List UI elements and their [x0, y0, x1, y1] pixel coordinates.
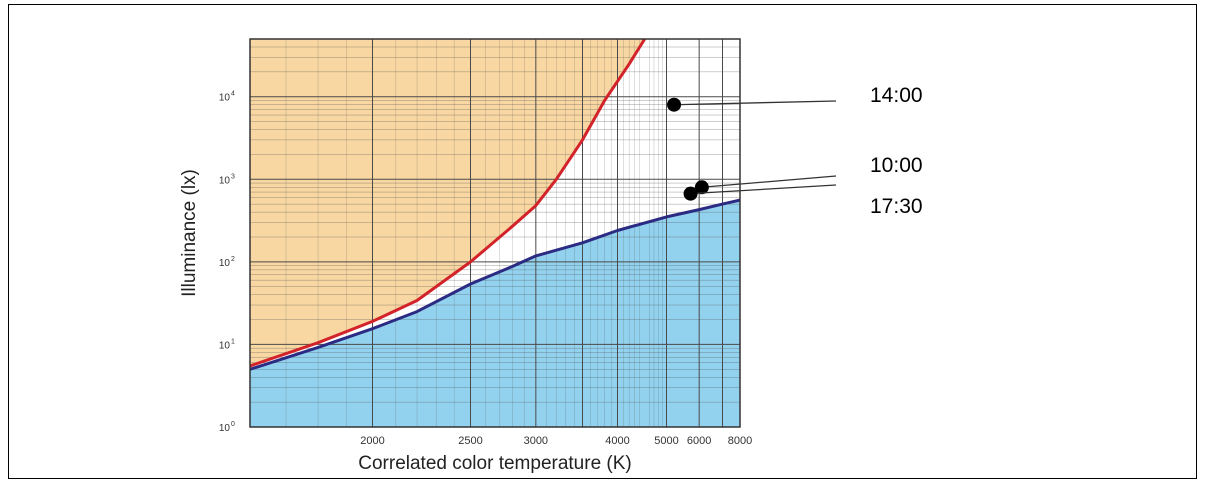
plot-border	[249, 38, 741, 428]
x-tick-label: 8000	[728, 435, 752, 447]
figure-frame: 10 0 10 1 10 2 10 3 10 4 2000 2500 3000 4000 5000 6000 8…	[8, 4, 1197, 479]
y-tick-exponent: 0	[231, 421, 235, 428]
annotation-label-1400: 14:00	[870, 84, 923, 107]
y-tick-label: 10	[219, 423, 231, 434]
x-tick-label: 2000	[360, 435, 384, 447]
plot-area	[250, 39, 740, 427]
x-tick-label: 3000	[524, 435, 548, 447]
annotation-leader-line	[674, 100, 837, 106]
annotation-leader-line	[701, 175, 837, 188]
x-tick-label: 4000	[605, 435, 629, 447]
annotation-label-1730: 17:30	[870, 195, 923, 218]
y-tick-label: 10	[219, 340, 231, 351]
y-tick-exponent: 1	[231, 338, 235, 345]
y-tick-label: 10	[219, 93, 231, 104]
annotation-point	[667, 97, 682, 112]
annotation-point	[683, 186, 698, 201]
y-tick-exponent: 4	[231, 91, 235, 98]
x-axis-title: Correlated color temperature (K)	[358, 453, 632, 474]
annotation-label-1000: 10:00	[870, 154, 923, 177]
lower-boundary-curve	[250, 198, 740, 371]
y-tick-exponent: 3	[231, 173, 235, 180]
annotation-leader-line	[690, 184, 837, 195]
y-tick-label: 10	[219, 175, 231, 186]
x-tick-label: 2500	[458, 435, 482, 447]
x-tick-label: 5000	[654, 435, 678, 447]
grid-lines	[250, 39, 740, 427]
y-axis-title: Illuminance (lx)	[179, 169, 200, 297]
y-tick-exponent: 2	[231, 256, 235, 263]
y-tick-label: 10	[219, 258, 231, 269]
upper-region	[250, 39, 645, 366]
annotation-point	[694, 180, 709, 195]
upper-boundary-curve	[250, 39, 646, 368]
x-tick-label: 6000	[687, 435, 711, 447]
